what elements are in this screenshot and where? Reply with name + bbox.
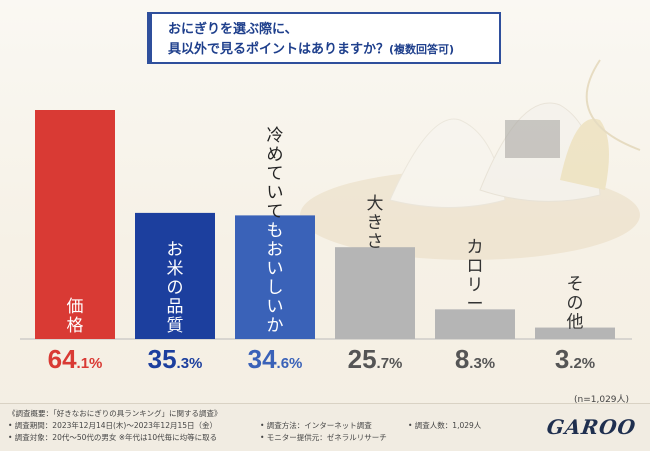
title-line-2: 具以外で見るポイントはありますか？(複数回答可) — [168, 42, 455, 57]
value-label-1: 64.1% — [48, 344, 103, 374]
bar-5 — [435, 309, 515, 339]
bar-3 — [235, 215, 315, 339]
bar-6 — [535, 327, 615, 339]
title-line-1: おにぎりを選ぶ際に、 — [168, 22, 298, 37]
value-label-3: 34.6% — [248, 344, 303, 374]
survey-provider: • モニター提供元：ゼネラルリサーチ — [260, 433, 387, 442]
value-label-4: 25.7% — [348, 344, 403, 374]
category-label-5: カロリー — [467, 237, 484, 314]
garoo-logo: GAROO — [545, 415, 638, 439]
category-label-6: その他 — [567, 275, 584, 333]
survey-period: • 調査期間：2023年12月14日(木)～2023年12月15日（金） — [8, 421, 218, 430]
category-label-2: お米の品質 — [167, 240, 184, 336]
survey-overview: 《調査概要：「好きなおにぎりの具ランキング」に関する調査》 — [8, 409, 222, 418]
value-label-5: 8.3% — [455, 344, 495, 374]
bar-1 — [35, 110, 115, 339]
survey-count: • 調査人数：1,029人 — [408, 421, 482, 430]
survey-footer: 《調査概要：「好きなおにぎりの具ランキング」に関する調査》 • 調査期間：202… — [0, 403, 650, 451]
title-suffix: (複数回答可) — [389, 43, 455, 56]
bar-chart: 価格 64.1% お米の品質 35.3% 冷めていてもおいしいか 34.6% 大きさ 25.7… — [20, 110, 632, 374]
bar-4 — [335, 247, 415, 339]
survey-target: • 調査対象：20代～50代の男女 ※年代は10代毎に均等に取る — [8, 433, 218, 442]
value-label-6: 3.2% — [555, 344, 595, 374]
category-label-4: 大きさ — [367, 194, 384, 252]
sample-size-note: (n=1,029人) — [574, 395, 630, 405]
category-label-1: 価格 — [67, 297, 84, 336]
bar-2 — [135, 212, 215, 339]
value-label-2: 35.3% — [148, 344, 203, 374]
survey-method: • 調査方法：インターネット調査 — [260, 421, 372, 430]
chart-title: おにぎりを選ぶ際に、 具以外で見るポイントはありますか？(複数回答可) — [147, 12, 501, 64]
category-label-3: 冷めていてもおいしいか — [267, 126, 284, 336]
